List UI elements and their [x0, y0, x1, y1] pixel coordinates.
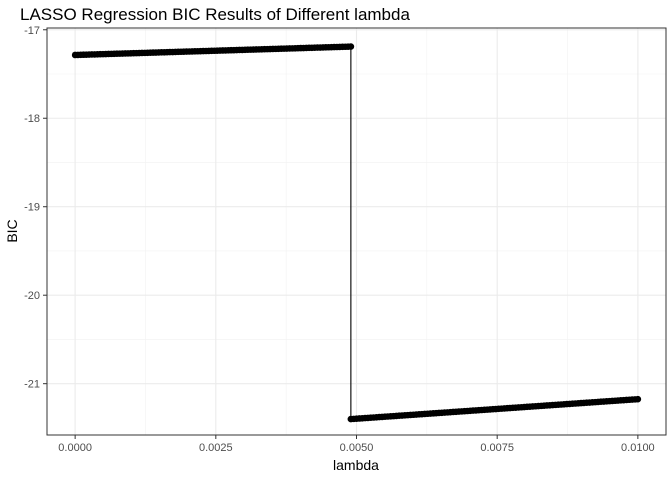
data-point — [347, 43, 355, 50]
x-tick-label: 0.0050 — [340, 442, 374, 454]
y-axis-title: BIC — [4, 219, 20, 242]
x-tick-label: 0.0075 — [480, 442, 514, 454]
x-axis: 0.0000 0.0025 0.0050 0.0075 0.0100 — [58, 435, 655, 454]
plot-panel — [46, 27, 667, 436]
series-layer — [71, 43, 642, 423]
x-axis-title: lambda — [333, 457, 379, 473]
y-tick-label: -18 — [24, 113, 40, 125]
y-tick-label: -17 — [24, 25, 40, 37]
y-tick-label: -19 — [24, 202, 40, 214]
y-axis: -21 -20 -19 -18 -17 — [24, 25, 47, 391]
y-tick-label: -20 — [24, 290, 40, 302]
x-tick-label: 0.0000 — [58, 442, 92, 454]
x-tick-label: 0.0100 — [621, 442, 655, 454]
y-tick-label: -21 — [24, 379, 40, 391]
chart-title: LASSO Regression BIC Results of Differen… — [20, 5, 410, 24]
data-point — [634, 395, 642, 403]
major-gridlines — [47, 28, 666, 435]
x-tick-label: 0.0025 — [199, 442, 233, 454]
